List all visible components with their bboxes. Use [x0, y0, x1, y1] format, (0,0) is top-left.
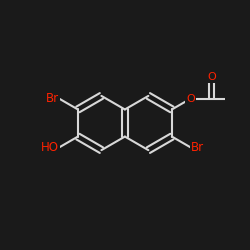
Text: HO: HO [41, 141, 59, 154]
Text: Br: Br [46, 92, 59, 105]
Text: O: O [207, 72, 216, 82]
Text: O: O [186, 94, 195, 104]
Text: Br: Br [191, 141, 204, 154]
